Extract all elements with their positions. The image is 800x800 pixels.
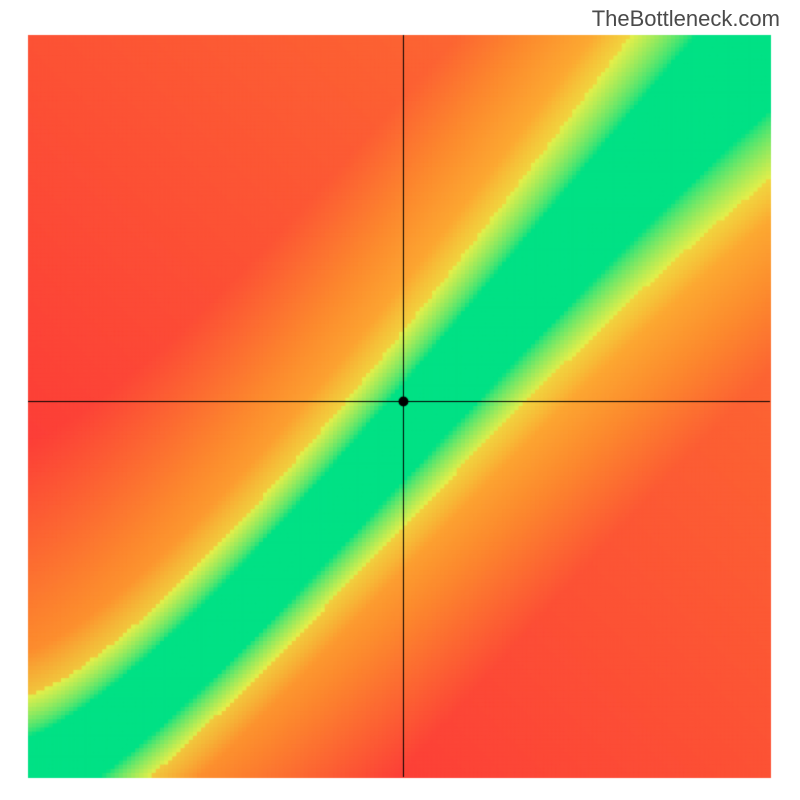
watermark-text: TheBottleneck.com <box>592 6 780 32</box>
chart-container: TheBottleneck.com <box>0 0 800 800</box>
heatmap-canvas <box>0 0 800 800</box>
